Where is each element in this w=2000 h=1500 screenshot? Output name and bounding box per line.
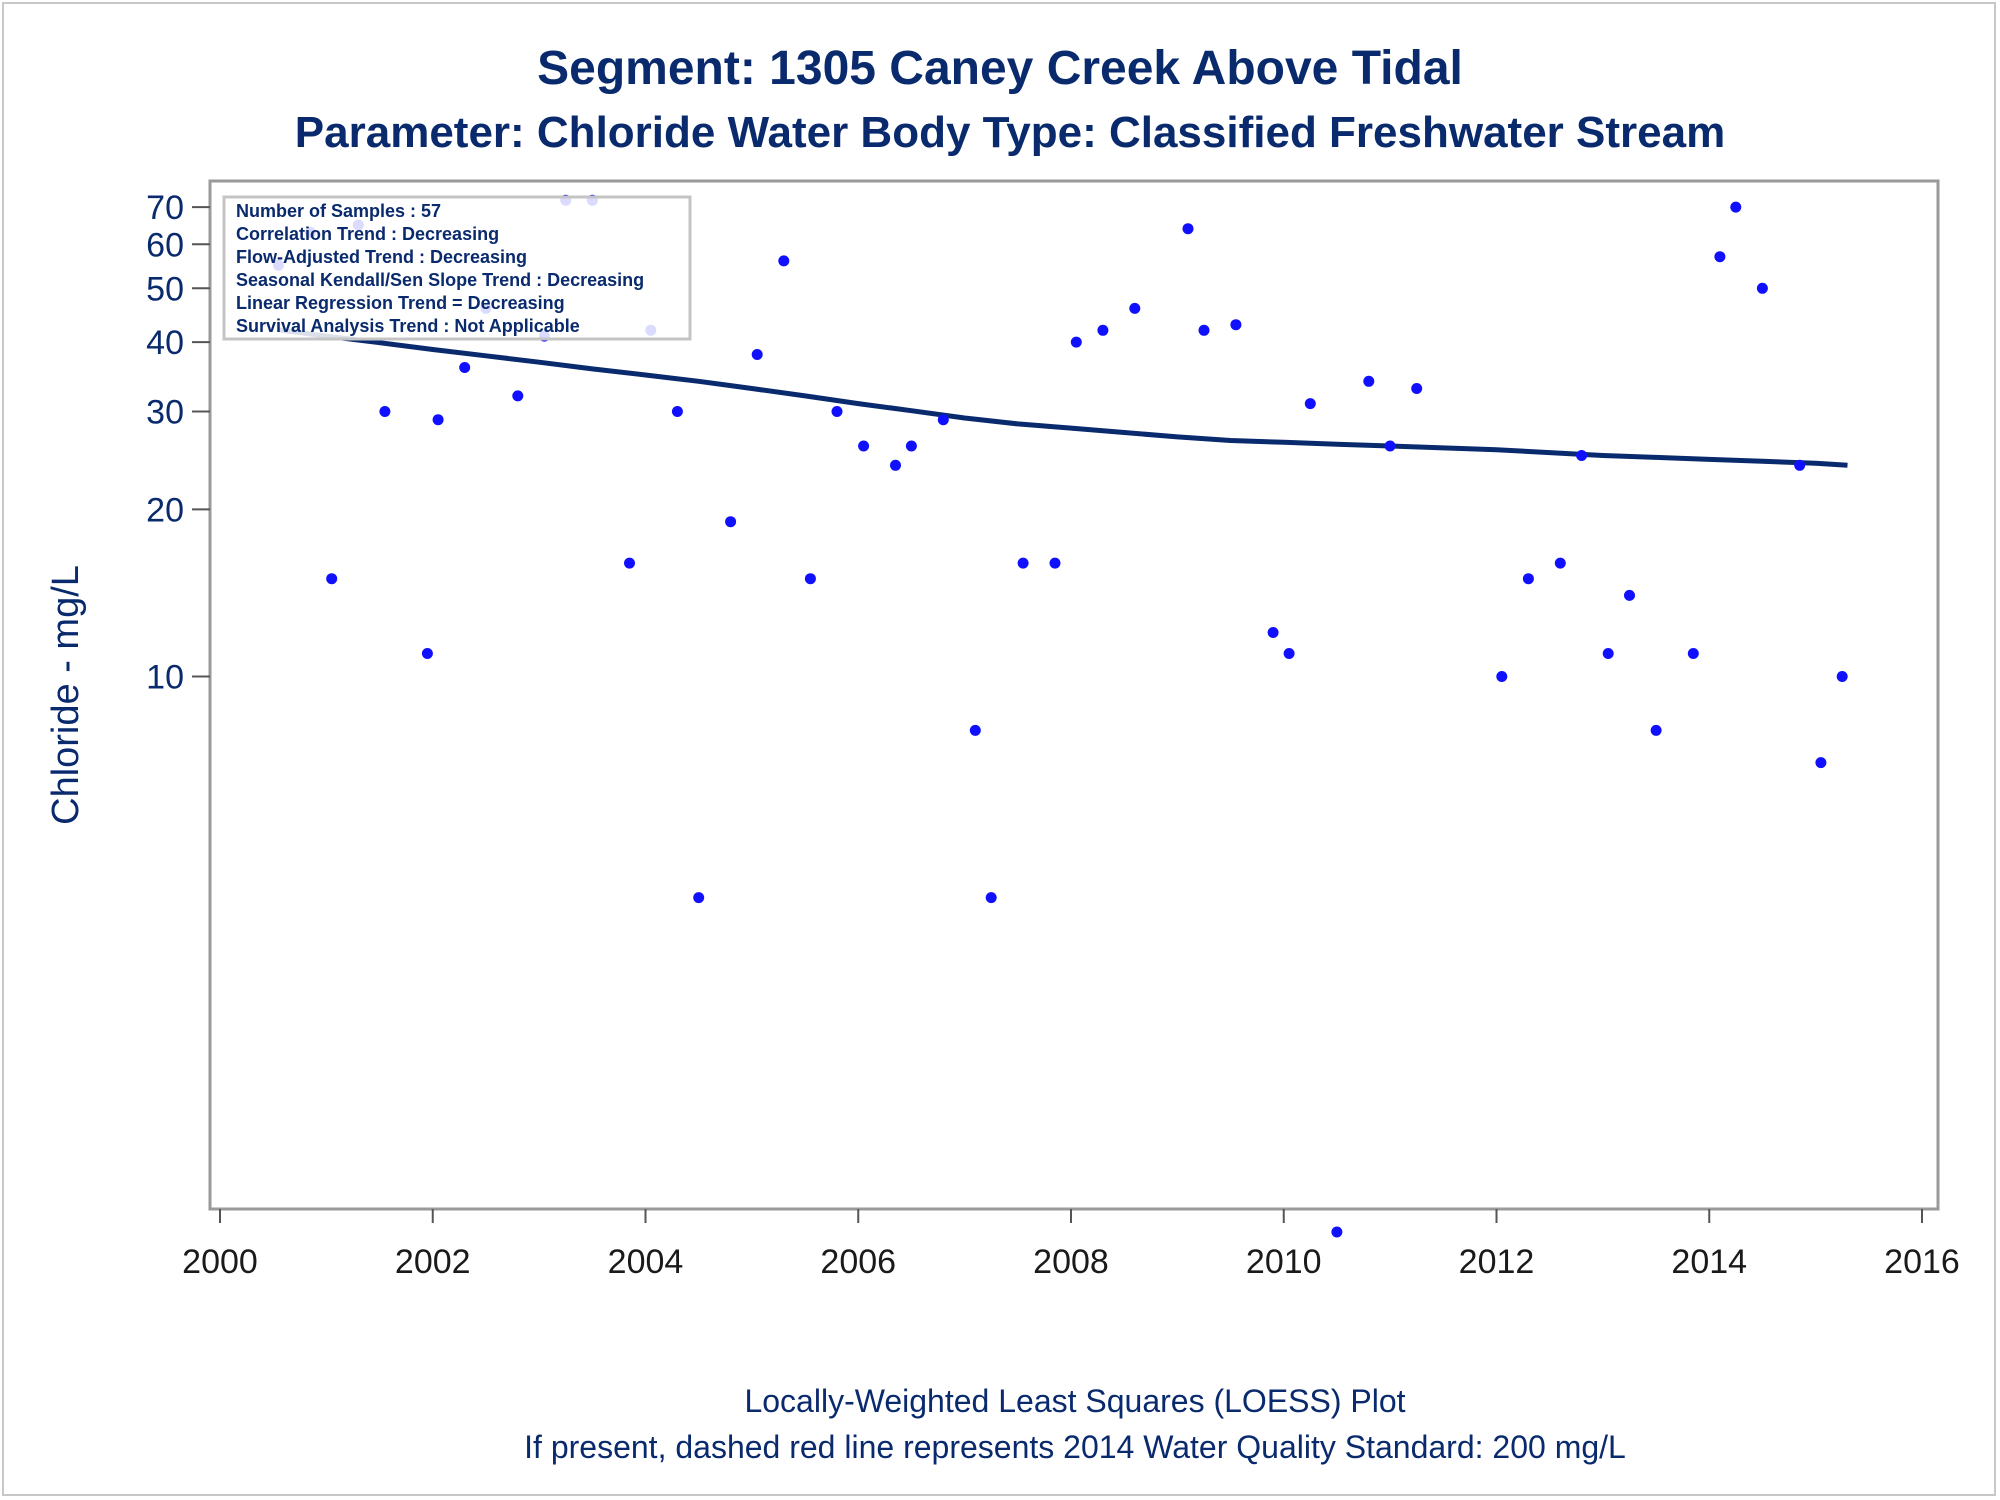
data-point [421,648,433,659]
data-point [985,892,997,904]
y-tick-label: 50 [146,270,184,308]
x-tick-label: 2006 [820,1243,896,1281]
data-point [1756,282,1768,294]
footnote-method: Locally-Weighted Least Squares (LOESS) P… [744,1383,1405,1419]
data-point [725,516,737,528]
stats-box: Number of Samples : 57 Correlation Trend… [222,195,692,341]
x-tick-label: 2000 [182,1243,258,1281]
data-point [1384,440,1396,452]
x-tick-label: 2008 [1033,1243,1109,1281]
data-point [693,892,705,904]
data-point [671,406,683,417]
stats-line: Linear Regression Trend = Decreasing [236,293,565,313]
data-point [751,349,763,360]
data-point [1624,589,1635,601]
data-point [1049,557,1061,569]
y-axis-label: Chloride - mg/L [45,565,87,825]
footnote-standard: If present, dashed red line represents 2… [524,1429,1626,1465]
stats-line: Seasonal Kendall/Sen Slope Trend : Decre… [236,270,644,290]
data-point [459,362,471,373]
data-point [1070,336,1082,348]
data-point [1182,223,1194,235]
data-point [1554,557,1566,569]
stats-line: Correlation Trend : Decreasing [236,224,499,244]
data-point [1602,648,1614,659]
y-tick-label: 10 [146,659,184,697]
stats-line: Survival Analysis Trend : Not Applicable [236,316,580,336]
x-tick-label: 2004 [608,1243,684,1281]
data-point [969,724,981,736]
data-point [905,440,917,452]
data-point [1411,383,1423,394]
chart-subtitle: Parameter: Chloride Water Body Type: Cla… [295,108,1725,157]
chart-title: Segment: 1305 Caney Creek Above Tidal [537,42,1463,95]
data-point [326,573,338,585]
x-tick-label: 2012 [1459,1243,1535,1281]
data-point [831,406,843,417]
data-point [1129,302,1141,314]
y-tick-label: 30 [146,394,184,432]
data-point [937,414,949,426]
x-tick-label: 2016 [1884,1243,1960,1281]
data-point [1267,627,1279,638]
data-point [1794,459,1806,471]
data-point [624,557,635,569]
data-point [804,573,816,585]
data-point [379,406,391,417]
x-axis: 2000 2002 2004 2006 2008 2010 2012 2014 2016 [182,1209,1960,1281]
data-point [1363,375,1375,387]
data-point [1496,671,1508,682]
stats-box-frame [222,195,692,341]
x-tick-label: 2014 [1671,1243,1747,1281]
data-point [1097,324,1109,336]
data-point [1576,450,1588,461]
data-point [890,459,901,471]
stats-line: Number of Samples : 57 [236,201,441,221]
data-point [1017,557,1029,569]
y-tick-label: 20 [146,491,184,529]
data-point [1730,201,1742,213]
y-tick-label: 70 [146,189,184,227]
y-tick-label: 60 [146,226,184,264]
data-point [1714,251,1726,263]
data-point [858,440,870,452]
data-point [1331,1226,1343,1238]
data-point [1650,724,1662,736]
x-tick-label: 2002 [395,1243,471,1281]
data-point [1198,324,1210,336]
data-point [1230,319,1242,331]
plot-area [208,179,1940,1211]
loess-line [278,327,1848,468]
data-point [1304,398,1316,410]
data-point [512,390,524,402]
data-point [1283,648,1295,659]
data-point [1687,648,1699,659]
data-point [432,414,444,426]
data-point [778,255,790,267]
y-tick-label: 40 [146,324,184,362]
data-point [1836,671,1848,682]
data-point [1815,757,1827,769]
x-tick-label: 2010 [1246,1243,1322,1281]
stats-line: Flow-Adjusted Trend : Decreasing [236,247,527,267]
data-point [1522,573,1534,585]
